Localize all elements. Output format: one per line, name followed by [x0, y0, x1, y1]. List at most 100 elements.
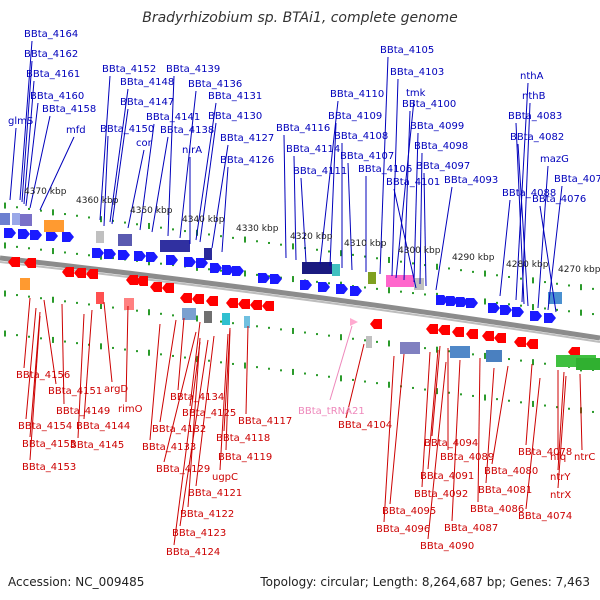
reverse-gene-label: BBta_4123 — [172, 528, 226, 539]
tick-mark — [436, 346, 438, 353]
reverse-gene-label: BBta_4125 — [182, 408, 236, 419]
reverse-gene-arrow — [438, 325, 450, 335]
tick-mark — [520, 277, 522, 280]
tick-mark — [256, 240, 258, 243]
tick-mark — [376, 382, 378, 385]
tick-mark — [64, 340, 66, 343]
forward-leader-line — [547, 185, 563, 311]
reverse-gene-label: rimO — [118, 404, 143, 415]
tick-mark — [364, 380, 366, 383]
forward-gene-arrow — [46, 231, 58, 241]
tick-mark — [64, 300, 66, 303]
reverse-gene-block — [366, 336, 372, 348]
forward-leader-line — [39, 136, 75, 211]
reverse-gene-label: BBta_4144 — [76, 421, 130, 432]
forward-gene-block — [118, 234, 132, 246]
forward-leader-line — [139, 123, 155, 231]
forward-gene-label: BBta_4101 — [386, 177, 440, 188]
tick-mark — [508, 399, 510, 402]
tick-mark — [424, 388, 426, 391]
tick-mark — [208, 359, 210, 362]
reverse-gene-block — [400, 342, 420, 354]
tick-mark — [472, 394, 474, 397]
reverse-gene-label: BBta_4086 — [470, 504, 524, 515]
tick-mark — [532, 359, 534, 366]
forward-gene-block — [0, 213, 10, 225]
tick-mark — [280, 328, 282, 331]
tick-mark — [244, 362, 246, 369]
forward-gene-arrow — [446, 296, 458, 306]
tick-mark — [4, 290, 6, 297]
tick-mark — [160, 226, 162, 229]
reverse-gene-arrow — [452, 327, 464, 337]
forward-gene-block — [414, 278, 424, 290]
forward-gene-arrow — [146, 252, 158, 262]
tick-mark — [52, 336, 54, 343]
tick-mark — [328, 375, 330, 378]
tick-mark — [376, 340, 378, 343]
tick-mark — [76, 342, 78, 345]
tick-mark — [112, 306, 114, 309]
tick-mark — [124, 221, 126, 224]
tick-mark — [340, 334, 342, 341]
forward-leader-line — [300, 177, 307, 263]
tick-mark — [424, 293, 426, 296]
forward-leader-line — [521, 102, 531, 303]
reverse-gene-label: BBta_4089 — [440, 452, 494, 463]
forward-leader-line — [221, 166, 229, 253]
reverse-leader-line — [61, 303, 65, 405]
reverse-gene-arrow — [150, 282, 162, 292]
forward-leader-line — [29, 115, 51, 209]
tick-mark — [172, 228, 174, 231]
reverse-gene-label: ntrC — [574, 452, 595, 463]
tick-mark — [196, 315, 198, 322]
reverse-gene-arrow — [24, 258, 36, 268]
forward-gene-label: BBta_4126 — [220, 155, 274, 166]
tick-mark — [388, 381, 390, 388]
reverse-gene-label: BBta_4118 — [216, 433, 270, 444]
reverse-leader-line — [179, 339, 209, 527]
forward-gene-label: BBta_4111 — [293, 166, 347, 177]
scale-label: 4370 kbp — [24, 187, 67, 197]
reverse-leader-line — [219, 333, 229, 471]
tick-mark — [172, 264, 174, 267]
tick-mark — [472, 270, 474, 273]
tick-mark — [160, 262, 162, 265]
forward-leader-line — [539, 205, 557, 313]
tick-mark — [472, 353, 474, 356]
tick-mark — [340, 375, 342, 382]
reverse-leader-line — [43, 299, 57, 385]
forward-leader-line — [293, 155, 297, 261]
forward-leader-line — [515, 82, 529, 301]
gene-labels: BBta_4164 BBta_4162 BBta_4161 BBta_4160 glmS… — [8, 29, 600, 558]
tick-mark — [328, 282, 330, 285]
tick-mark — [76, 301, 78, 304]
scale-label: 4350 kbp — [130, 206, 173, 216]
forward-gene-block — [96, 231, 104, 243]
forward-gene-label: BBta_4158 — [42, 104, 96, 115]
forward-gene-label: BBta_4138 — [160, 125, 214, 136]
tick-mark — [376, 257, 378, 260]
tick-mark — [292, 276, 294, 283]
forward-gene-label: BBta_4141 — [146, 112, 200, 123]
reverse-leader-line — [177, 317, 185, 391]
tick-mark — [556, 308, 558, 311]
reverse-gene-label: ntrY — [550, 472, 571, 483]
forward-gene-arrow — [466, 298, 478, 308]
reverse-gene-block — [450, 346, 470, 358]
forward-gene-label: BBta_4100 — [402, 99, 456, 110]
reverse-gene-arrow — [206, 296, 218, 306]
tick-mark — [220, 269, 222, 272]
tick-mark — [112, 257, 114, 260]
tick-mark — [544, 362, 546, 365]
tick-mark — [544, 307, 546, 310]
forward-gene-arrow — [166, 255, 178, 265]
tick-mark — [232, 322, 234, 325]
tick-mark — [148, 349, 150, 356]
forward-leader-line — [25, 102, 39, 207]
reverse-gene-label: BBta_4121 — [188, 488, 242, 499]
forward-gene-arrow — [318, 282, 330, 292]
tick-mark — [508, 275, 510, 278]
tick-mark — [352, 378, 354, 381]
forward-gene-arrow — [300, 280, 312, 290]
